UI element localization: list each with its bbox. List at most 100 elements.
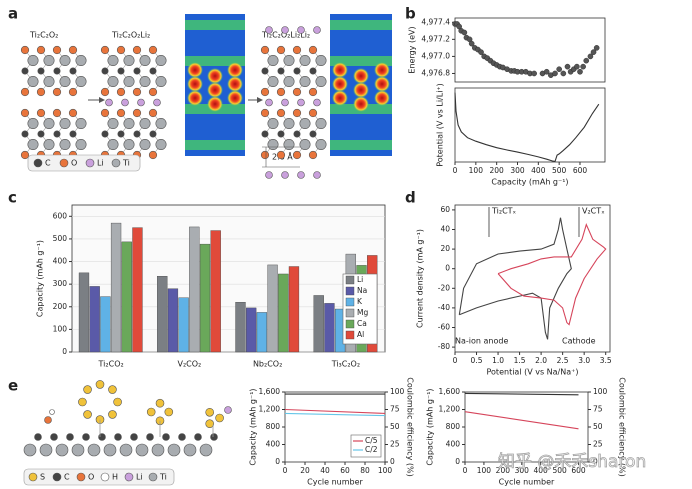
atom <box>199 443 213 457</box>
atom <box>139 76 151 88</box>
line <box>284 412 386 417</box>
point <box>583 57 590 64</box>
point <box>556 66 562 72</box>
legend-text: Ti <box>122 159 130 168</box>
y-tick-label: 4,977.2 <box>421 34 450 43</box>
atom <box>277 67 285 75</box>
atom <box>55 443 69 457</box>
atom <box>20 87 30 97</box>
atom <box>105 98 113 107</box>
charge-band <box>185 140 245 150</box>
bar <box>267 264 278 353</box>
atom <box>82 433 90 441</box>
x-tick-label: 500 <box>552 466 567 475</box>
atom <box>21 130 29 138</box>
atom <box>28 472 38 482</box>
atom <box>133 67 141 75</box>
point <box>461 29 468 36</box>
panel-label: a <box>8 5 18 23</box>
atom <box>36 45 46 55</box>
atom <box>95 380 105 389</box>
atom <box>27 139 39 151</box>
atom <box>83 410 92 419</box>
atom <box>101 67 109 75</box>
y-tick-label: 600 <box>53 211 68 220</box>
atom <box>100 108 110 118</box>
atom <box>123 76 135 88</box>
y-tick-label: -40 <box>438 303 450 312</box>
atom <box>20 150 30 160</box>
x-tick-label: 200 <box>490 166 505 175</box>
x-tick-label: 1.0 <box>492 356 504 365</box>
atom <box>210 433 218 441</box>
bar <box>121 241 132 353</box>
x-tick-label: 0 <box>453 166 458 175</box>
y-tick-label: 200 <box>53 302 68 311</box>
x-tick-label: 0 <box>453 356 458 365</box>
charge-band <box>185 20 245 30</box>
legend-text: Ca <box>357 319 367 328</box>
legend-swatch <box>345 308 355 318</box>
atom <box>107 54 119 66</box>
atom <box>68 87 78 97</box>
atom <box>71 443 85 457</box>
atom <box>162 433 170 441</box>
x-tick-label: Nb₂CO₂ <box>253 360 282 369</box>
atom <box>308 45 318 55</box>
atom <box>149 130 157 138</box>
atom <box>123 54 135 66</box>
atom <box>66 433 74 441</box>
atom <box>137 98 145 107</box>
bar <box>157 276 168 353</box>
atom <box>267 118 279 130</box>
atom <box>153 98 161 107</box>
legend-text: O <box>71 159 77 168</box>
atom <box>52 108 62 118</box>
point <box>543 68 550 75</box>
atom <box>299 54 311 66</box>
atom <box>151 443 165 457</box>
atom <box>155 54 167 66</box>
atom <box>59 158 69 168</box>
atom <box>116 87 126 97</box>
charge-blob <box>332 76 348 92</box>
atom <box>21 67 29 75</box>
atom <box>83 385 92 394</box>
bar <box>167 288 179 353</box>
y-tick-label: 1,200 <box>259 405 281 414</box>
structure-label: Ti₂C₂O₂ <box>29 31 58 40</box>
atom <box>260 87 270 97</box>
x-tick-label: 0 <box>463 466 468 475</box>
atom <box>43 76 55 88</box>
atom <box>36 87 46 97</box>
charge-blob <box>332 90 348 106</box>
x-axis-label: Cycle number <box>499 478 555 487</box>
atom <box>139 139 151 151</box>
atom <box>293 130 301 138</box>
point <box>478 49 484 55</box>
atom <box>148 87 158 97</box>
bar <box>132 227 143 353</box>
atom <box>265 26 273 34</box>
atom <box>114 433 122 441</box>
point <box>577 68 583 75</box>
atom <box>59 118 71 130</box>
atom <box>116 108 126 118</box>
atom <box>149 67 157 75</box>
y-axis-label: Current density (mA g⁻¹) <box>416 229 425 328</box>
annotation: Ti₂CTₓ <box>491 207 517 216</box>
point <box>531 70 537 77</box>
bar <box>210 230 221 353</box>
atom <box>85 158 95 168</box>
charge-blob <box>332 62 348 78</box>
bar <box>89 286 100 353</box>
panel-label: c <box>8 189 17 207</box>
atom <box>43 54 55 66</box>
y2-tick-label: 0 <box>390 457 395 466</box>
y-axis-label: Capacity (mAh g⁻¹) <box>426 388 435 465</box>
atom <box>123 139 135 151</box>
x-tick-label: 20 <box>300 466 310 475</box>
charge-band <box>330 20 392 30</box>
atom <box>87 443 101 457</box>
legend-swatch <box>345 297 355 307</box>
